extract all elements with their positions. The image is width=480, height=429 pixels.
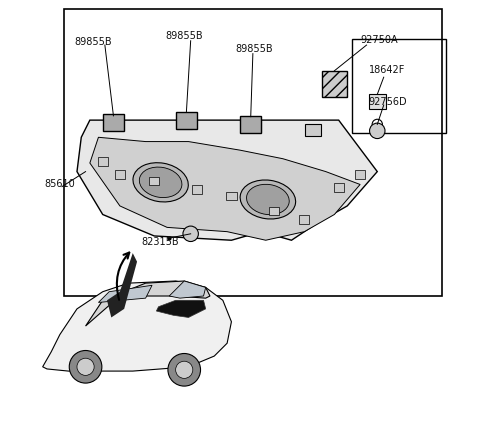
Bar bbox=[269, 207, 279, 215]
Text: 82315B: 82315B bbox=[141, 236, 179, 247]
Ellipse shape bbox=[247, 184, 289, 214]
Ellipse shape bbox=[240, 180, 296, 219]
Bar bbox=[226, 192, 237, 200]
Bar bbox=[115, 170, 125, 179]
Bar bbox=[106, 117, 121, 130]
Bar bbox=[355, 170, 365, 179]
Polygon shape bbox=[107, 253, 137, 317]
Circle shape bbox=[370, 123, 385, 139]
Text: 18642F: 18642F bbox=[369, 65, 405, 75]
Text: 89855B: 89855B bbox=[165, 31, 203, 42]
Polygon shape bbox=[169, 281, 205, 298]
Text: 89855B: 89855B bbox=[75, 37, 112, 47]
Bar bbox=[322, 71, 347, 97]
Bar bbox=[192, 185, 202, 194]
Circle shape bbox=[168, 353, 201, 386]
Text: 92756D: 92756D bbox=[369, 97, 408, 107]
Polygon shape bbox=[98, 285, 152, 302]
Bar bbox=[97, 157, 108, 166]
Bar bbox=[240, 116, 262, 133]
Bar bbox=[369, 94, 386, 109]
Circle shape bbox=[372, 119, 383, 130]
Bar bbox=[351, 39, 446, 133]
Bar bbox=[177, 116, 192, 129]
Bar bbox=[245, 119, 261, 132]
Circle shape bbox=[69, 350, 102, 383]
Text: 92750A: 92750A bbox=[360, 35, 398, 45]
Bar bbox=[305, 124, 321, 136]
Ellipse shape bbox=[139, 167, 182, 198]
Circle shape bbox=[176, 361, 193, 378]
Polygon shape bbox=[43, 281, 231, 371]
Circle shape bbox=[183, 226, 198, 242]
Polygon shape bbox=[156, 300, 205, 317]
Bar bbox=[176, 112, 197, 129]
Circle shape bbox=[77, 358, 94, 375]
Bar bbox=[299, 215, 310, 224]
Ellipse shape bbox=[133, 163, 188, 202]
Polygon shape bbox=[90, 137, 360, 240]
Bar bbox=[64, 9, 442, 296]
Bar bbox=[334, 183, 344, 192]
Text: 85610: 85610 bbox=[45, 178, 75, 189]
Bar bbox=[103, 114, 124, 131]
Bar bbox=[149, 177, 159, 185]
Polygon shape bbox=[77, 120, 377, 240]
Polygon shape bbox=[85, 281, 210, 326]
Text: 89855B: 89855B bbox=[236, 44, 273, 54]
